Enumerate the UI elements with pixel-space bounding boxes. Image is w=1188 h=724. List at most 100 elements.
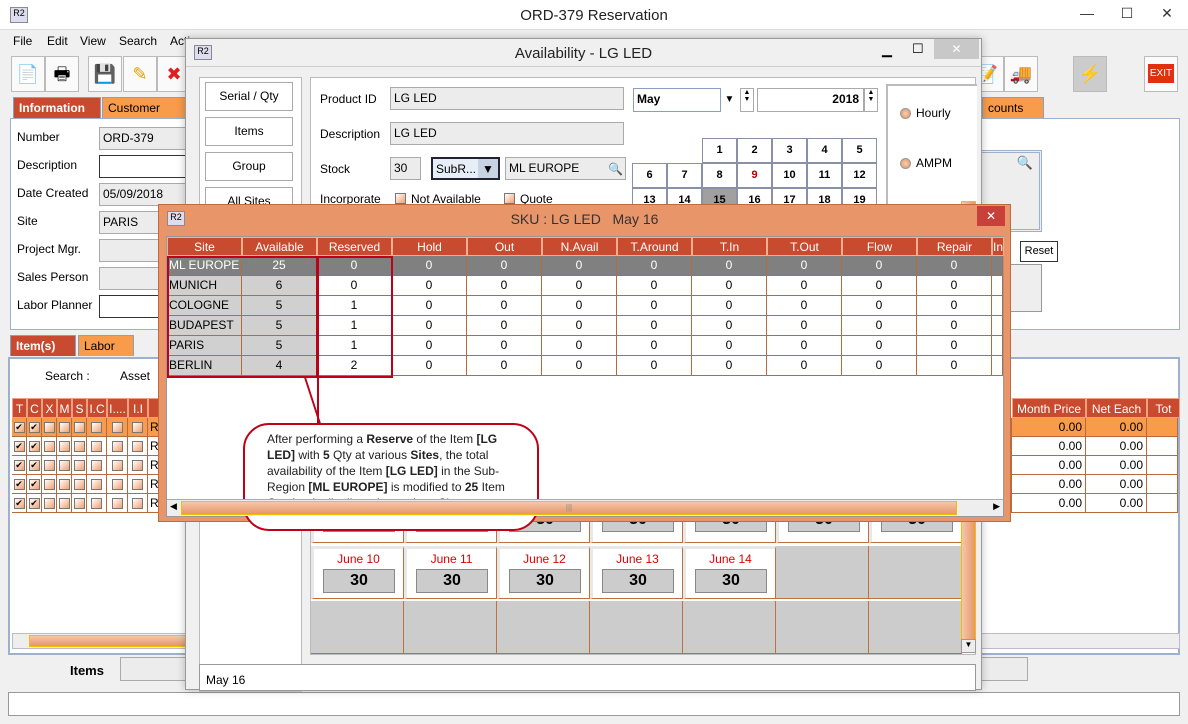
lightning-icon[interactable]: ⚡ xyxy=(1073,56,1107,92)
calendar-day[interactable]: 5 xyxy=(842,138,877,163)
row-checkbox-cell[interactable] xyxy=(42,418,57,437)
checkbox[interactable] xyxy=(132,441,143,453)
scroll-right-icon[interactable]: ▶ xyxy=(993,501,1000,511)
row-checkbox-cell[interactable] xyxy=(72,456,87,475)
row-checkbox-cell[interactable] xyxy=(128,494,148,513)
checkbox[interactable] xyxy=(43,460,55,472)
calendar-day[interactable]: 2 xyxy=(737,138,772,163)
row-checkbox-cell[interactable] xyxy=(128,418,148,437)
minimize-button[interactable]: ▁ xyxy=(882,42,892,57)
calendar-day[interactable]: 1 xyxy=(702,138,737,163)
serial-qty-button[interactable]: Serial / Qty xyxy=(205,82,293,111)
checkbox[interactable] xyxy=(73,460,85,472)
search-icon[interactable]: 🔍 xyxy=(1016,155,1033,170)
row-checkbox-cell[interactable] xyxy=(107,475,128,494)
row-checkbox-cell[interactable] xyxy=(72,437,87,456)
row-checkbox-cell[interactable] xyxy=(128,437,148,456)
info-field[interactable] xyxy=(99,155,187,178)
row-checkbox-cell[interactable] xyxy=(87,437,107,456)
search-icon[interactable]: 🔍 xyxy=(608,162,623,176)
grid-header[interactable]: S xyxy=(72,398,87,418)
row-checkbox-cell[interactable]: ✔ xyxy=(27,475,42,494)
calendar-day[interactable]: 12 xyxy=(842,163,877,188)
row-checkbox-cell[interactable] xyxy=(42,437,57,456)
row-checkbox-cell[interactable] xyxy=(57,418,72,437)
qty-button[interactable]: 30 xyxy=(509,569,581,593)
row-checkbox-cell[interactable] xyxy=(87,494,107,513)
row-checkbox-cell[interactable] xyxy=(87,418,107,437)
close-button[interactable]: ✕ xyxy=(934,39,979,59)
calendar-day[interactable]: 7 xyxy=(667,163,702,188)
checkbox[interactable] xyxy=(132,498,143,510)
row-checkbox-cell[interactable]: ✔ xyxy=(27,437,42,456)
sku-horizontal-scrollbar[interactable]: ◀ ||| ▶ xyxy=(167,499,1003,516)
sku-column-header[interactable]: N.Avail xyxy=(542,237,617,256)
checkbox[interactable] xyxy=(111,441,123,453)
checkbox[interactable]: ✔ xyxy=(13,441,25,453)
total-field[interactable] xyxy=(980,657,1028,681)
sku-column-header[interactable]: Available xyxy=(242,237,317,256)
year-spinner[interactable]: ▲ ▼ xyxy=(864,88,878,112)
row-checkbox-cell[interactable]: ✔ xyxy=(12,475,27,494)
row-checkbox-cell[interactable] xyxy=(42,475,57,494)
row-checkbox-cell[interactable]: ✔ xyxy=(12,456,27,475)
calendar-day[interactable]: 6 xyxy=(632,163,667,188)
info-field[interactable]: ORD-379 xyxy=(99,127,187,150)
new-document-icon[interactable]: 📄 xyxy=(11,56,45,92)
truck-icon[interactable]: 🚚 xyxy=(1004,56,1038,92)
qty-button[interactable]: 30 xyxy=(695,569,767,593)
grid-header[interactable]: C xyxy=(27,398,42,418)
sku-column-header[interactable]: T.Out xyxy=(767,237,842,256)
reset-button[interactable]: Reset xyxy=(1020,241,1058,262)
checkbox[interactable] xyxy=(111,460,123,472)
row-checkbox-cell[interactable] xyxy=(87,475,107,494)
checkbox[interactable]: ✔ xyxy=(28,479,40,491)
row-checkbox-cell[interactable]: ✔ xyxy=(27,494,42,513)
checkbox[interactable] xyxy=(91,498,102,510)
checkbox[interactable] xyxy=(58,441,70,453)
menu-edit[interactable]: Edit xyxy=(47,34,68,48)
ampm-radio[interactable]: AMPM xyxy=(900,156,952,170)
tab-accounts[interactable]: counts xyxy=(982,97,1044,118)
row-checkbox-cell[interactable]: ✔ xyxy=(27,418,42,437)
row-checkbox-cell[interactable]: ✔ xyxy=(27,456,42,475)
row-checkbox-cell[interactable] xyxy=(42,494,57,513)
tab-labor[interactable]: Labor xyxy=(78,335,134,356)
row-checkbox-cell[interactable]: ✔ xyxy=(12,418,27,437)
tab-items[interactable]: Item(s) xyxy=(10,335,76,356)
grid-header[interactable]: I.... xyxy=(107,398,128,418)
calendar-day[interactable]: 10 xyxy=(772,163,807,188)
row-checkbox-cell[interactable] xyxy=(72,418,87,437)
checkbox[interactable] xyxy=(91,460,102,472)
tab-customer[interactable]: Customer xyxy=(102,97,186,118)
checkbox[interactable]: ✔ xyxy=(13,460,25,472)
grid-header[interactable]: Tot xyxy=(1147,398,1180,418)
row-checkbox-cell[interactable] xyxy=(57,456,72,475)
row-checkbox-cell[interactable] xyxy=(107,494,128,513)
grid-header[interactable]: I.I xyxy=(128,398,148,418)
hourly-radio[interactable]: Hourly xyxy=(900,106,951,120)
maximize-button[interactable]: ☐ xyxy=(912,41,924,56)
calendar-day[interactable]: 3 xyxy=(772,138,807,163)
grid-header[interactable]: Net Each xyxy=(1086,398,1147,418)
checkbox[interactable] xyxy=(91,479,102,491)
checkbox[interactable] xyxy=(132,422,143,434)
calendar-day[interactable]: 11 xyxy=(807,163,842,188)
quote-checkbox[interactable] xyxy=(504,193,515,204)
row-checkbox-cell[interactable]: ✔ xyxy=(12,437,27,456)
checkbox[interactable] xyxy=(73,498,85,510)
month-cell[interactable]: June 13 30 xyxy=(590,546,683,599)
sku-column-header[interactable]: Reserved xyxy=(317,237,392,256)
grid-header[interactable]: T xyxy=(12,398,27,418)
close-button[interactable]: ✕ xyxy=(1161,5,1173,21)
tab-information[interactable]: Information xyxy=(13,97,101,118)
exit-button[interactable]: EXIT xyxy=(1144,56,1178,92)
checkbox[interactable] xyxy=(132,479,143,491)
grid-header[interactable]: Month Price xyxy=(1012,398,1086,418)
sku-close-button[interactable]: ✕ xyxy=(977,206,1005,226)
checkbox[interactable]: ✔ xyxy=(28,441,40,453)
month-spinner[interactable]: ▲ ▼ xyxy=(740,88,754,112)
checkbox[interactable] xyxy=(58,422,70,434)
sku-column-header[interactable]: Repair xyxy=(917,237,992,256)
calendar-day[interactable]: 8 xyxy=(702,163,737,188)
